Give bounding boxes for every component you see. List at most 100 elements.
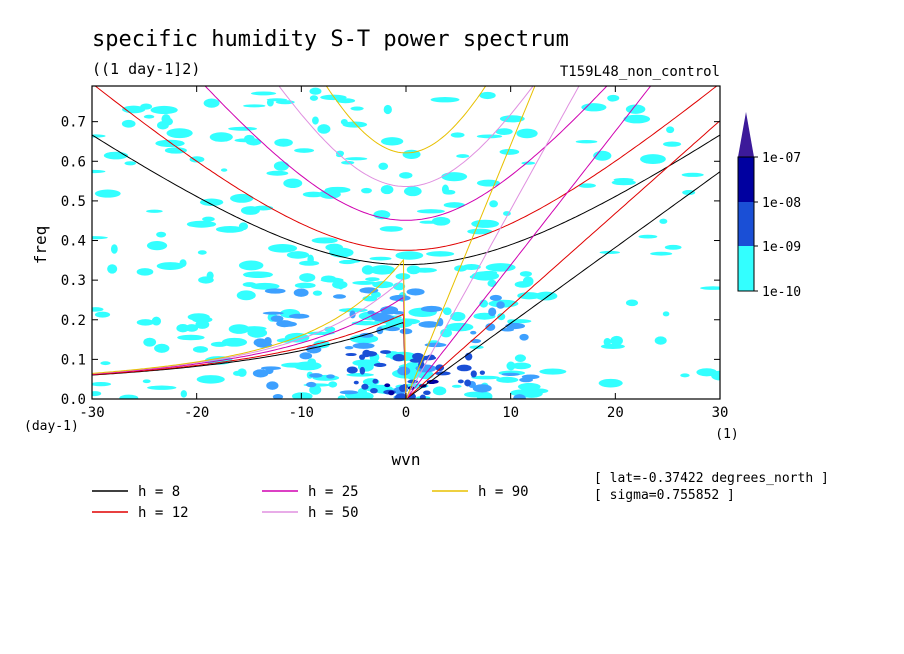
y-tick-label: 0.1	[61, 352, 86, 368]
colorbar-arrow	[738, 112, 754, 157]
spectrum-patch	[245, 138, 262, 146]
spectrum-patch	[395, 251, 424, 260]
spectrum-patch	[430, 96, 460, 103]
dispersion-curve-ig	[204, 86, 608, 221]
spectrum-patch	[166, 128, 193, 139]
spectrum-patch	[306, 345, 322, 354]
spectrum-patch	[94, 311, 111, 318]
spectrum-patch	[384, 326, 401, 332]
spectrum-patch	[270, 315, 284, 322]
dispersion-curve-ig	[325, 86, 487, 154]
spectrum-patch	[352, 280, 377, 285]
spectrum-patch	[359, 366, 366, 375]
spectrum-patch	[359, 287, 379, 294]
spectrum-patch	[340, 259, 361, 263]
spectrum-patch	[142, 379, 151, 384]
y-tick-label: 0.5	[61, 194, 86, 210]
spectrum-patch	[361, 187, 372, 194]
spectrum-patch	[345, 157, 368, 161]
spectrum-patch	[472, 384, 492, 393]
spectrum-patch	[146, 209, 163, 213]
spectrum-patch	[186, 220, 217, 228]
spectrum-patch	[431, 216, 451, 226]
spectrum-patch	[195, 320, 210, 329]
spectrum-patch	[146, 240, 168, 251]
x-tick-label: -10	[289, 405, 314, 421]
colorbar-frame	[737, 156, 755, 292]
spectrum-patch	[203, 98, 220, 108]
spectrum-patch	[147, 385, 177, 390]
spectrum-patch	[266, 98, 288, 102]
legend-label: h = 50	[308, 505, 359, 521]
spectrum-patch	[666, 126, 675, 134]
colorbar-segment	[738, 246, 754, 291]
spectrum-patch	[497, 313, 506, 321]
info-lat: [ lat=-0.37422 degrees_north ]	[594, 471, 829, 486]
spectrum-patch	[361, 265, 375, 275]
spectrum-patch	[294, 282, 316, 289]
spectrum-patch	[516, 128, 538, 139]
spectrum-patch	[435, 364, 445, 372]
spectrum-patch	[476, 391, 493, 399]
spectrum-patch	[476, 134, 503, 139]
spectrum-patch	[682, 190, 696, 196]
spectrum-patch	[202, 216, 215, 222]
spectrum-patch	[274, 138, 293, 147]
spectrum-patch	[401, 383, 408, 389]
colorbar: 1e-07 1e-08 1e-09 1e-10	[737, 112, 801, 300]
spectrum-patch	[489, 200, 499, 208]
spectrum-patch	[395, 273, 411, 280]
spectrum-patch	[369, 256, 392, 261]
spectrum-patch	[464, 379, 472, 387]
spectrum-patch	[371, 312, 390, 322]
y-tick-label: 0.7	[61, 115, 86, 131]
legend: h = 8 h = 12 h = 25 h = 50 h = 90	[92, 484, 529, 521]
spectrum-patch	[189, 156, 205, 163]
spectrum-patch	[289, 313, 310, 319]
spectrum-patch	[505, 322, 526, 330]
spectrum-patch	[107, 264, 118, 274]
spectrum-patch	[372, 281, 394, 289]
spectrum-patch	[326, 374, 335, 379]
spectrum-patch	[221, 337, 248, 347]
spectrum-patch	[185, 324, 199, 332]
spectrum-patch	[320, 94, 347, 101]
spectrum-patch	[389, 294, 411, 302]
spectrum-patch	[603, 337, 612, 347]
colorbar-label: 1e-10	[762, 285, 801, 300]
spectrum-patch	[353, 380, 359, 385]
spectrum-patch	[110, 244, 118, 254]
spectrum-patch	[273, 161, 289, 171]
colorbar-label: 1e-09	[762, 240, 801, 255]
spectrum-patch	[599, 250, 621, 254]
spectrum-patch	[610, 335, 623, 346]
spectrum-patch	[456, 364, 472, 372]
spectrum-patch	[662, 311, 670, 317]
spectrum-patch	[450, 311, 466, 322]
spectrum-patch	[479, 370, 485, 375]
spectrum-patch	[306, 381, 317, 388]
spectrum-patch	[337, 279, 345, 290]
y-tick-label: 0.6	[61, 154, 86, 170]
spectrum-patch	[499, 148, 520, 155]
spectrum-patch	[500, 327, 515, 332]
spectrum-patch	[196, 375, 225, 384]
spectrum-patch	[392, 354, 406, 362]
spectrum-patch	[417, 370, 434, 380]
spectrum-patch	[598, 378, 623, 388]
spectrum-patch	[663, 141, 682, 147]
info-sigma: [ sigma=0.755852 ]	[594, 488, 735, 503]
spectrum-patch	[410, 309, 425, 313]
spectrum-patch	[335, 150, 345, 157]
spectrum-patch	[426, 251, 455, 257]
spectrum-patch	[299, 352, 313, 360]
spectrum-patch	[485, 263, 516, 272]
spectrum-patch	[432, 386, 447, 396]
spectrum-patch	[369, 265, 396, 275]
spectrum-patch	[210, 341, 228, 347]
spectrum-patch	[309, 95, 319, 101]
spectrum-patch	[136, 319, 155, 326]
spectrum-patch	[659, 218, 668, 224]
spectrum-patch	[575, 140, 598, 144]
